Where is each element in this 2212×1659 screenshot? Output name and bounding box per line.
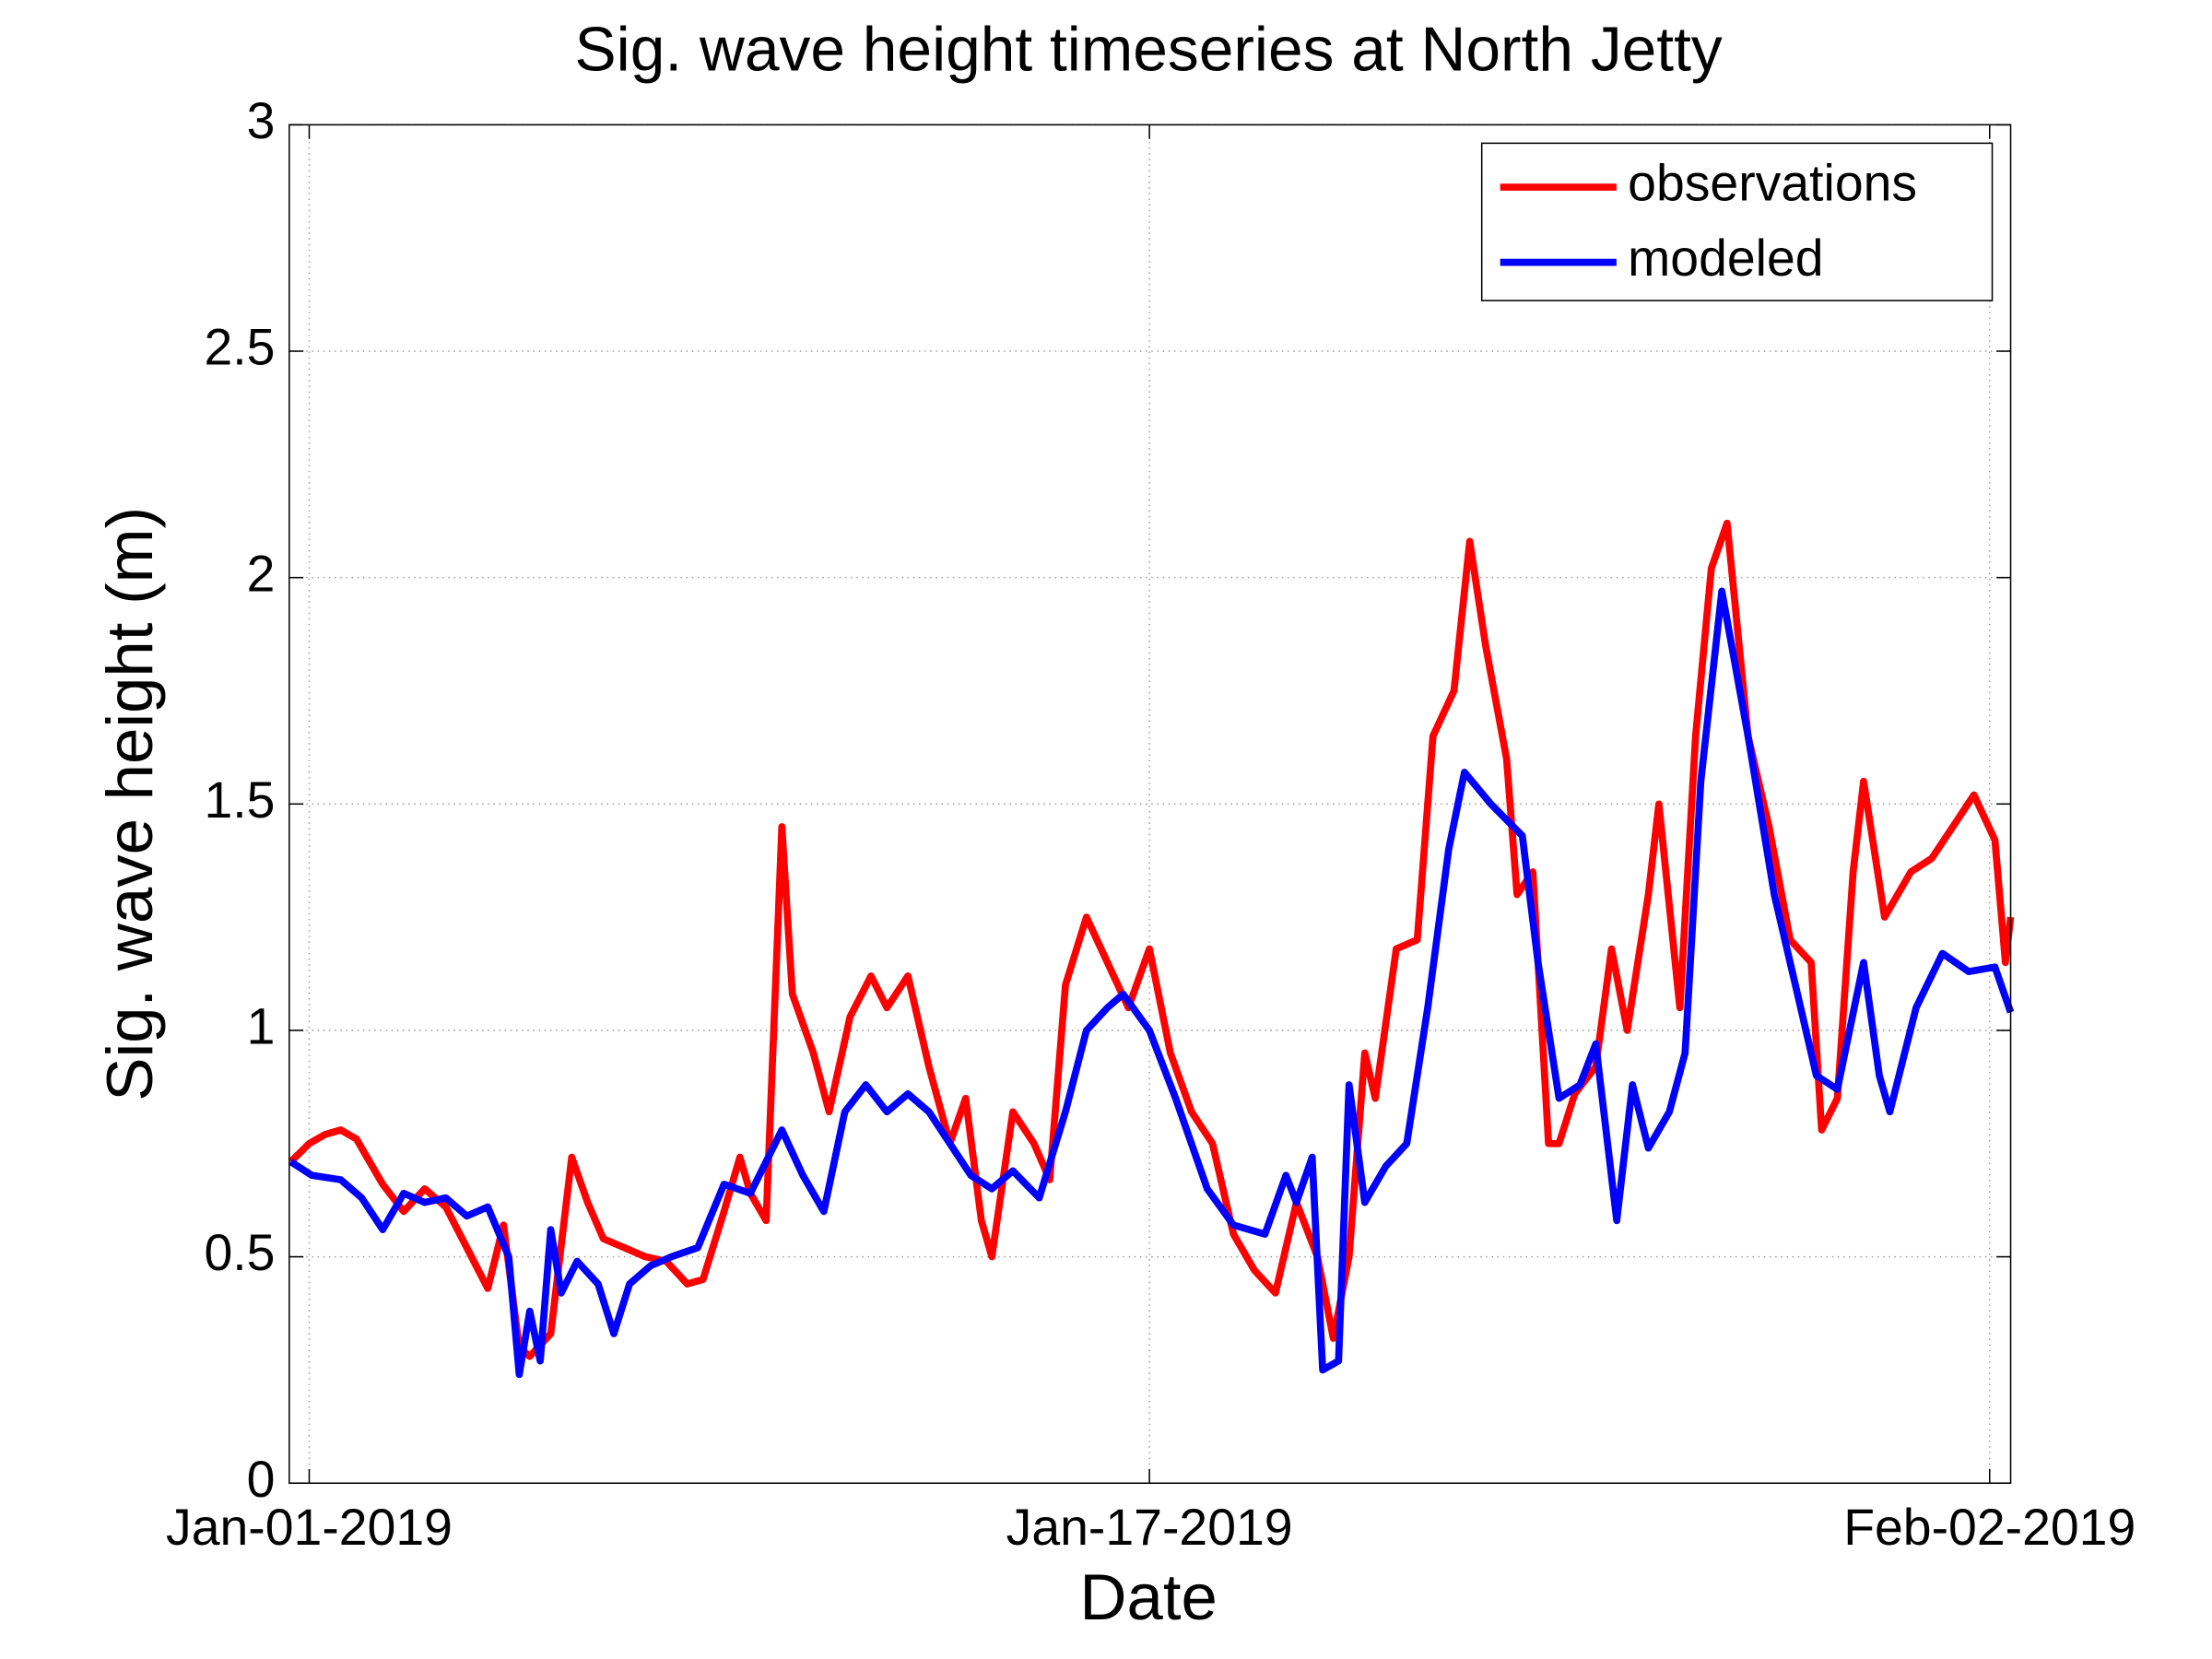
legend-box <box>1480 142 1994 301</box>
x-tick-label: Jan-01-2019 <box>166 1499 453 1556</box>
x-tick-label: Feb-02-2019 <box>1843 1499 2136 1556</box>
y-tick-label: 2.5 <box>204 319 275 376</box>
y-tick-label: 0.5 <box>204 1224 275 1281</box>
plot-frame <box>288 124 2012 1484</box>
legend-label: observations <box>1628 155 1917 212</box>
x-axis-label: Date <box>1079 1560 1217 1633</box>
legend-label: modeled <box>1628 229 1823 287</box>
chart-title: Sig. wave height timeseries at North Jet… <box>575 15 1723 84</box>
y-tick-label: 0 <box>247 1451 276 1508</box>
y-tick-label: 3 <box>247 92 276 149</box>
x-tick-label: Jan-17-2019 <box>1006 1499 1293 1556</box>
data-line <box>288 519 2015 1360</box>
y-tick-label: 2 <box>247 545 276 602</box>
y-tick-label: 1.5 <box>204 771 275 829</box>
data-line <box>288 587 2015 1379</box>
y-tick-label: 1 <box>247 998 276 1055</box>
y-axis-label: Sig. wave height (m) <box>93 507 166 1101</box>
